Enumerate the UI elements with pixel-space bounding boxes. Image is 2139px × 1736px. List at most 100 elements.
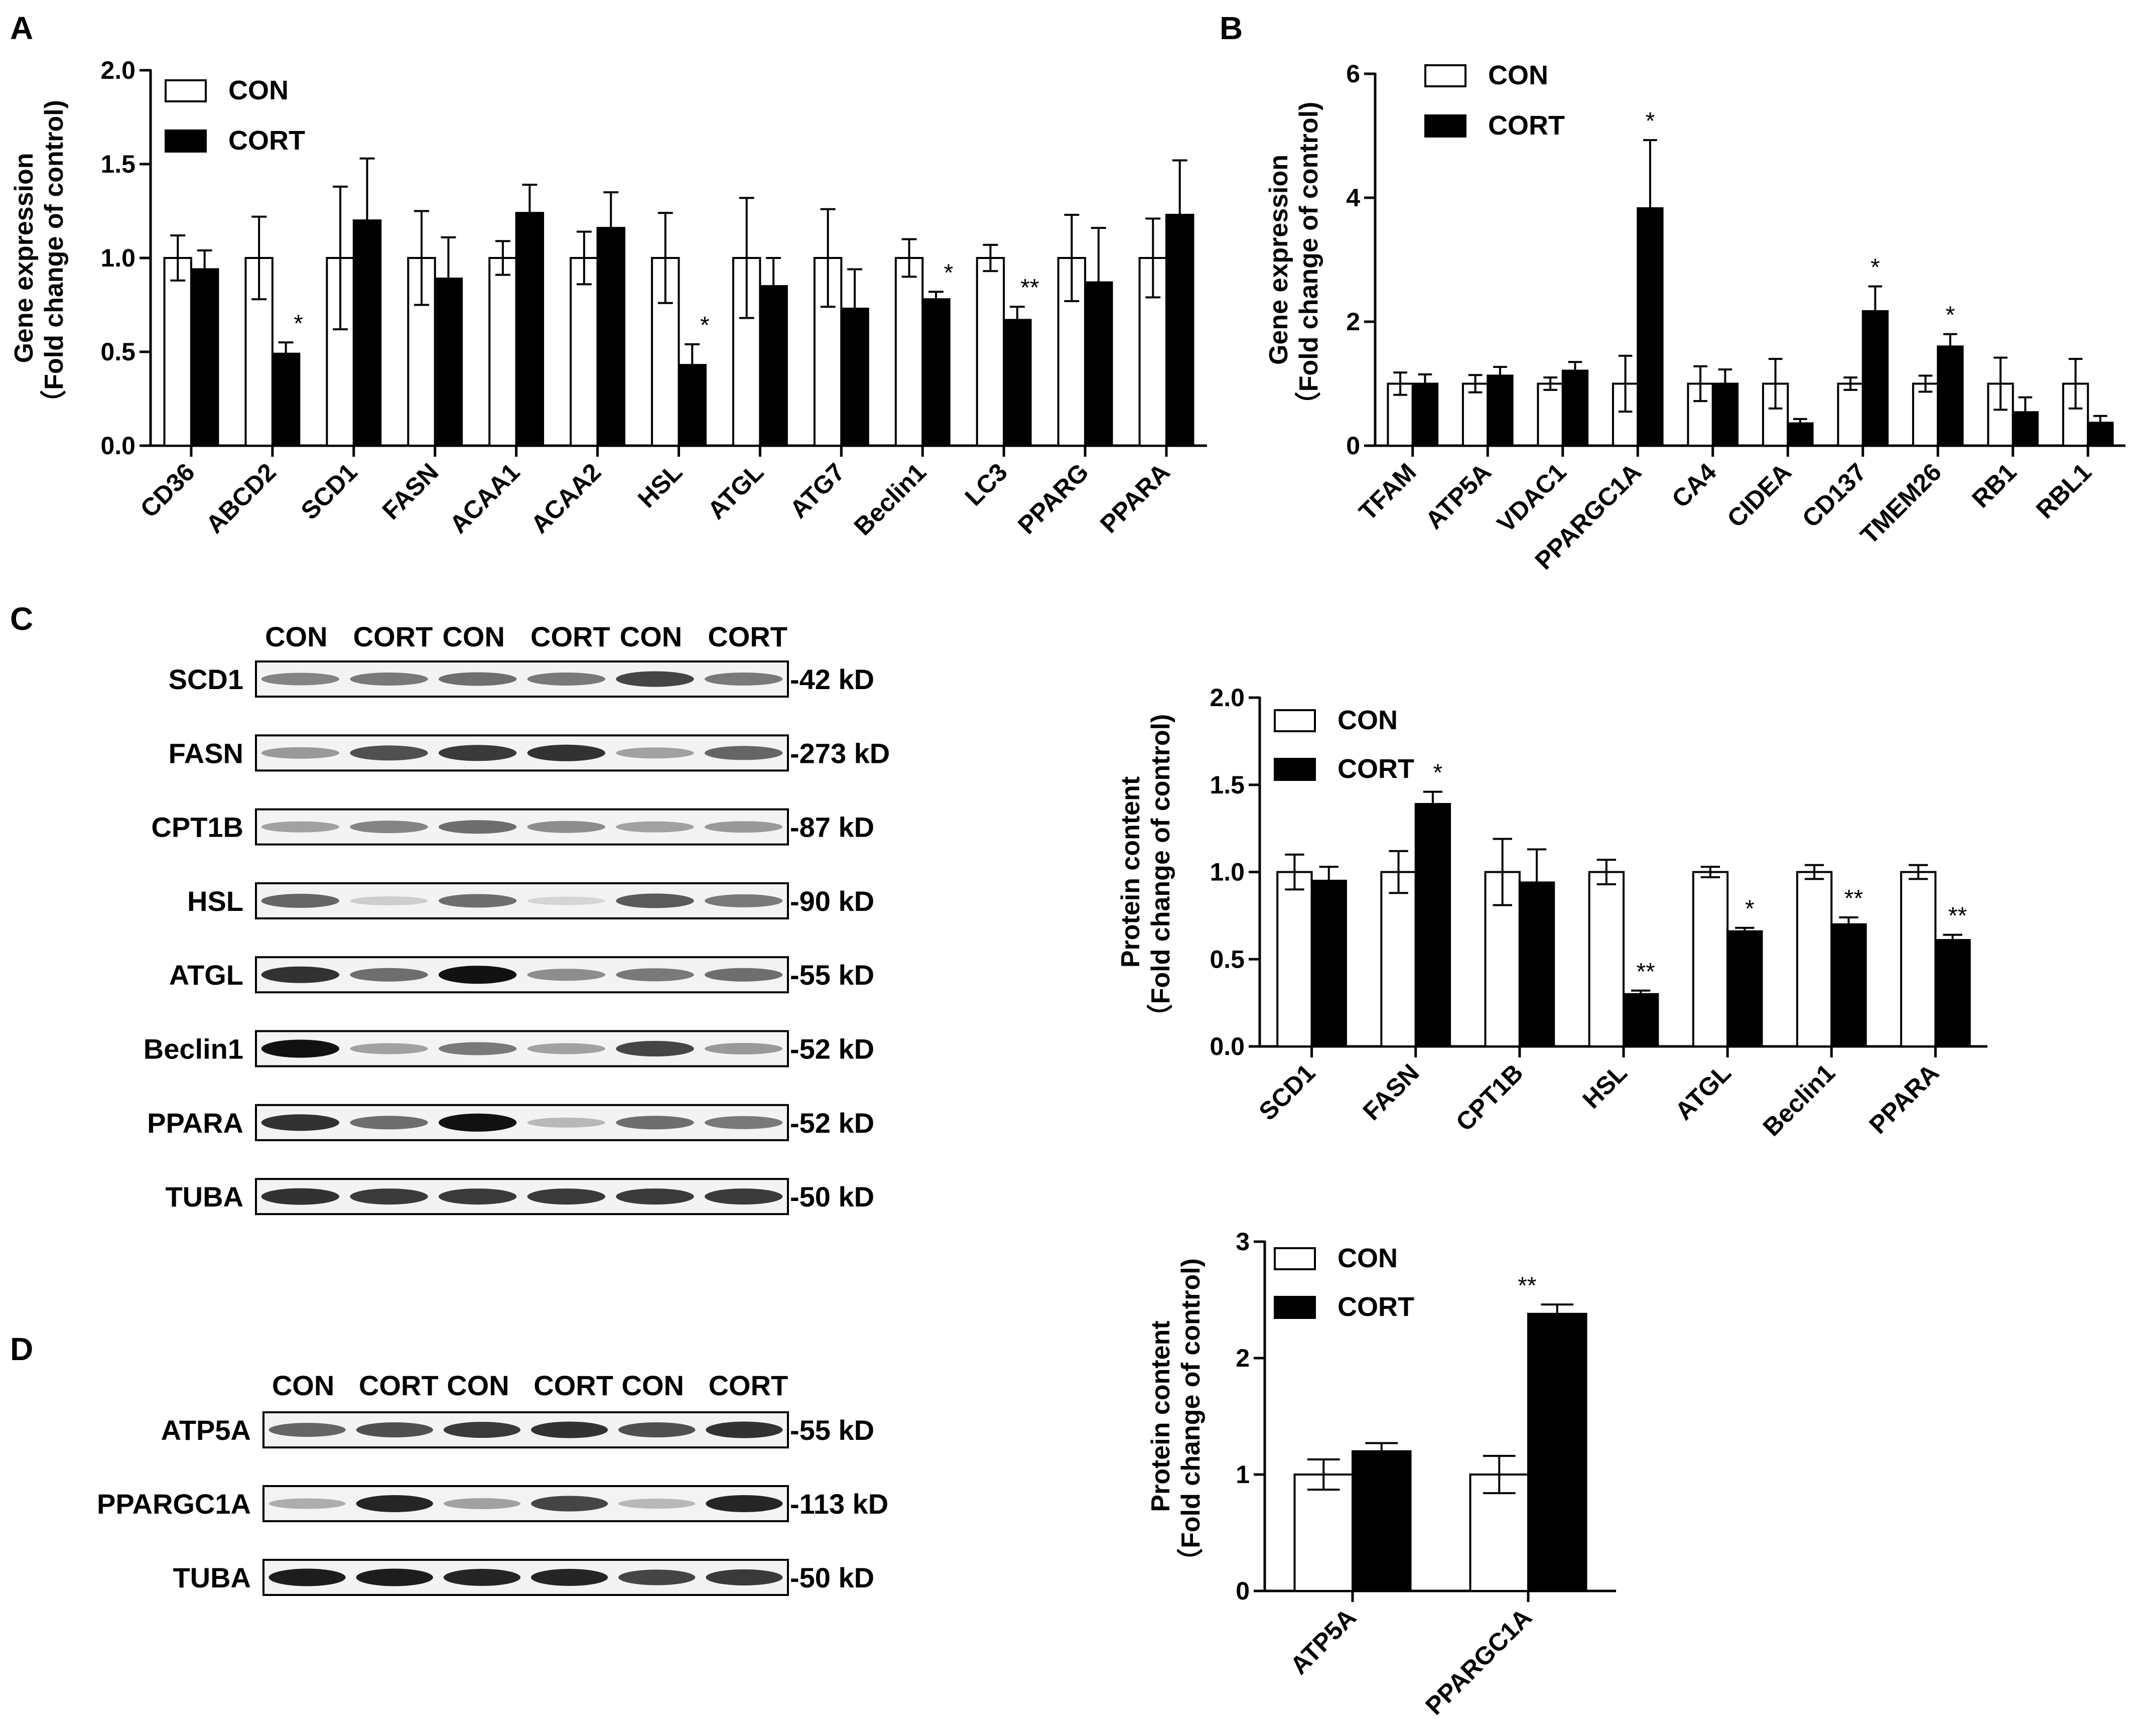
lane-label-cort: CORT — [708, 621, 787, 652]
legend-swatch-cort — [1274, 1296, 1316, 1319]
y-axis-label: Gene expression — [10, 153, 39, 363]
blot-label-ppargc1a: PPARGC1A — [97, 1488, 251, 1520]
panel-label-b: B — [1220, 10, 1243, 46]
significance-mark: * — [294, 310, 303, 337]
bar-cort-vdac1 — [1561, 369, 1589, 447]
blot-label-tuba: TUBA — [165, 1181, 243, 1213]
blot-band — [616, 671, 694, 687]
y-tick-label: 2.0 — [1210, 684, 1245, 712]
lane-label-con: CON — [447, 1370, 509, 1401]
bar-cort-hsl — [1623, 993, 1659, 1047]
blot-band — [261, 673, 340, 686]
blot-strip-hsl — [255, 882, 789, 919]
bar-cort-atp5a — [1487, 374, 1514, 447]
blot-band — [616, 968, 694, 982]
y-tick-label: 0.5 — [100, 338, 136, 366]
bar-con-beclin1 — [894, 257, 924, 447]
x-tick-label: CD137 — [1797, 458, 1872, 533]
blot-band — [443, 1498, 521, 1509]
legend-label-con: CON — [228, 75, 289, 105]
bar-cort-beclin1 — [921, 298, 951, 447]
blot-band — [443, 1422, 521, 1438]
bar-cort-cpt1b — [1518, 881, 1555, 1047]
significance-mark: * — [1646, 108, 1655, 135]
legend-swatch-con — [1424, 64, 1466, 87]
blot-band — [704, 1188, 783, 1205]
lane-label-con: CON — [442, 621, 504, 652]
blot-band — [261, 1039, 340, 1058]
bar-con-lc3 — [976, 257, 1005, 447]
blot-band — [527, 969, 606, 981]
blot-label-hsl: HSL — [187, 885, 243, 917]
blot-size-beclin1: -52 kD — [790, 1033, 874, 1065]
significance-mark: * — [1433, 760, 1443, 786]
blot-band — [616, 1041, 694, 1056]
y-tick-label: 1.0 — [100, 244, 136, 272]
legend-label-con: CON — [1338, 705, 1398, 735]
bar-cort-atgl — [1726, 930, 1763, 1048]
blot-band — [616, 747, 694, 759]
blot-band — [350, 896, 428, 905]
blot-size-ppargc1a: -113 kD — [790, 1488, 888, 1520]
blot-band — [706, 1569, 783, 1585]
blot-band — [438, 745, 517, 761]
blot-label-scd1: SCD1 — [169, 663, 243, 695]
bar-cort-cd137 — [1861, 310, 1889, 447]
bar-con-fasn — [407, 257, 436, 447]
legend-swatch-con — [1274, 709, 1316, 732]
bar-cort-acaa1 — [515, 212, 545, 447]
blot-size-fasn: -273 kD — [790, 737, 890, 769]
blot-band — [269, 1568, 346, 1586]
x-tick-label: ACAA1 — [444, 458, 525, 539]
y-tick-label: 0.5 — [1210, 945, 1245, 973]
blot-band — [350, 1188, 428, 1205]
blot-band — [438, 1188, 517, 1205]
significance-mark: * — [1946, 302, 1955, 329]
blot-band — [616, 1188, 694, 1205]
y-tick-label: 2 — [1346, 308, 1360, 336]
y-tick-label: 1.0 — [1210, 858, 1245, 886]
y-tick-label: 6 — [1346, 60, 1360, 88]
x-tick-label: ATP5A — [1420, 458, 1497, 535]
legend-label-cort: CORT — [1338, 754, 1414, 784]
significance-mark: * — [1870, 254, 1880, 281]
blot-band — [527, 1188, 606, 1205]
bar-con-beclin1 — [1796, 871, 1833, 1047]
blot-strip-atp5a — [262, 1411, 789, 1448]
y-tick-label: 4 — [1346, 184, 1360, 212]
blot-size-ppara: -52 kD — [790, 1107, 874, 1139]
blot-band — [704, 1116, 783, 1129]
significance-mark: ** — [1844, 885, 1863, 912]
blot-band — [350, 673, 428, 686]
blot-strip-ppargc1a — [262, 1485, 789, 1522]
y-tick-label: 0.0 — [1210, 1032, 1245, 1060]
bar-cort-scd1 — [352, 219, 382, 447]
blot-band — [261, 747, 340, 759]
legend-label-con: CON — [1338, 1243, 1398, 1273]
x-tick-label: ACAA2 — [525, 458, 606, 539]
x-tick-label: ATGL — [702, 458, 769, 524]
western-blot-c: CON CORT CON CORT CON CORT SCD1 -42 kD FASN -273 … — [144, 621, 890, 1216]
blot-band — [269, 1423, 346, 1437]
lane-label-cort: CORT — [359, 1370, 439, 1401]
x-tick-label: ABCD2 — [200, 458, 281, 539]
bar-con-ppara — [1900, 871, 1937, 1047]
x-tick-label: Beclin1 — [1758, 1058, 1840, 1141]
blot-band — [704, 894, 783, 907]
blot-strip-fasn — [255, 734, 789, 772]
blot-band — [438, 894, 517, 908]
blot-band — [527, 896, 606, 905]
blot-size-atp5a: -55 kD — [790, 1414, 874, 1446]
blot-band — [530, 1421, 608, 1438]
blot-label-beclin1: Beclin1 — [144, 1033, 243, 1065]
bar-con-vdac1 — [1537, 382, 1564, 447]
y-tick-label: 2.0 — [100, 56, 136, 84]
blot-band — [356, 1495, 433, 1512]
x-tick-label: TMEM26 — [1855, 458, 1947, 550]
western-blot-d: CON CORT CON CORT CON CORT ATP5A -55 kD PPARGC1A… — [97, 1370, 888, 1596]
bar-cort-scd1 — [1310, 879, 1347, 1047]
x-tick-label: PPARG — [1012, 458, 1094, 540]
blot-label-cpt1b: CPT1B — [151, 812, 243, 843]
blot-band — [616, 893, 694, 908]
